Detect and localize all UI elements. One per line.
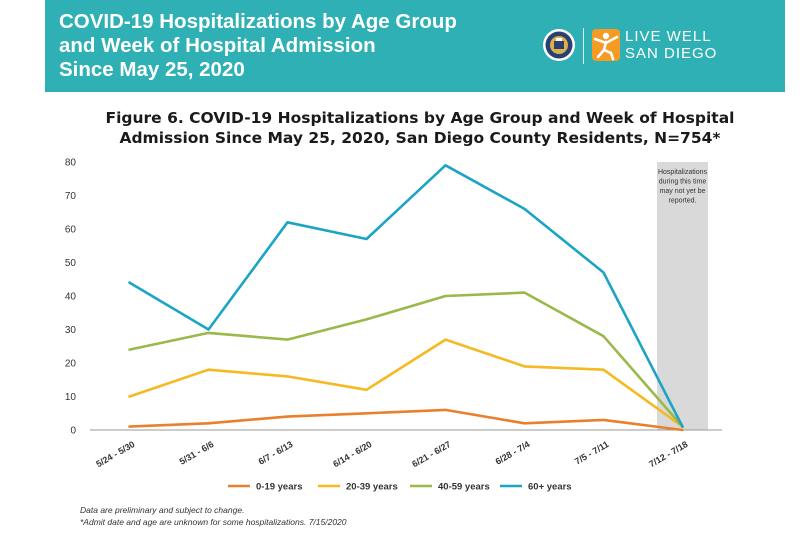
data-point	[286, 415, 289, 418]
logo-line-2: SAN DIEGO	[625, 45, 718, 62]
data-point	[365, 412, 368, 415]
series-line	[128, 338, 684, 428]
data-point	[365, 389, 368, 391]
data-point	[602, 335, 605, 338]
legend-label: 20-39 years	[346, 482, 398, 493]
shade-note-line: reported.	[668, 198, 696, 205]
data-point	[681, 425, 684, 428]
shade-note-line: Hospitalizations	[658, 169, 708, 176]
y-tick-label: 70	[65, 191, 77, 202]
data-point	[444, 338, 447, 341]
figure-title: Figure 6. COVID-19 Hospitalizations by A…	[60, 108, 780, 148]
legend-label: 0-19 years	[256, 482, 302, 493]
data-point	[207, 368, 210, 371]
shade-note-line: may not yet be	[660, 188, 706, 195]
data-point	[128, 395, 131, 398]
x-tick-label: 5/24 - 5/30	[94, 439, 136, 469]
data-point	[207, 328, 210, 331]
footnote-preliminary: Data are preliminary and subject to chan…	[80, 505, 245, 515]
figure-title-line: Admission Since May 25, 2020, San Diego …	[119, 129, 721, 147]
data-point	[602, 368, 605, 371]
banner-title: COVID-19 Hospitalizations by Age Group a…	[59, 10, 457, 82]
data-point	[207, 422, 210, 425]
y-tick-label: 10	[65, 392, 77, 403]
data-point	[444, 409, 447, 411]
data-point	[602, 419, 605, 421]
data-point	[286, 221, 289, 224]
banner-title-line: Since May 25, 2020	[59, 58, 245, 81]
county-seal-logo	[543, 29, 575, 61]
legend-label: 40-59 years	[438, 482, 490, 493]
data-point	[286, 338, 289, 341]
banner-title-line: and Week of Hospital Admission	[59, 34, 376, 57]
banner-title-line: COVID-19 Hospitalizations by Age Group	[59, 10, 457, 33]
series-line	[128, 291, 684, 428]
x-tick-label: 6/21 - 6/27	[410, 439, 452, 469]
x-tick-label: 7/12 - 7/18	[647, 439, 689, 469]
x-tick-label: 7/5 - 7/11	[573, 439, 611, 466]
x-tick-label: 6/7 - 6/13	[257, 439, 295, 467]
logo-divider	[583, 28, 584, 64]
live-well-logo-text: LIVE WELL SAN DIEGO	[625, 28, 717, 62]
series-line	[128, 164, 684, 428]
y-tick-label: 60	[65, 225, 77, 236]
data-point	[523, 422, 526, 425]
data-point	[365, 318, 368, 321]
x-tick-label: 6/14 - 6/20	[331, 439, 373, 469]
data-point	[444, 164, 447, 167]
y-tick-label: 30	[65, 325, 77, 336]
data-point	[602, 271, 605, 274]
data-point	[365, 238, 368, 240]
data-point	[286, 375, 289, 378]
x-tick-label: 6/28 - 7/4	[494, 439, 532, 467]
data-point	[444, 295, 447, 297]
data-point	[207, 332, 210, 334]
data-point	[681, 429, 684, 431]
y-tick-label: 50	[65, 258, 77, 269]
data-point	[523, 291, 526, 294]
series-line	[128, 408, 684, 432]
data-point	[523, 365, 526, 368]
y-tick-label: 0	[70, 426, 76, 437]
incomplete-data-shading	[657, 162, 708, 430]
y-tick-label: 40	[65, 292, 77, 303]
shade-note-line: during this time	[659, 179, 707, 186]
data-point	[128, 348, 131, 351]
footnote-admit-date: *Admit date and age are unknown for some…	[80, 517, 347, 527]
data-point	[128, 425, 131, 428]
logo-line-1: LIVE WELL	[625, 28, 712, 45]
figure-title-line: Figure 6. COVID-19 Hospitalizations by A…	[105, 109, 735, 127]
data-point	[523, 208, 526, 210]
legend-label: 60+ years	[528, 482, 572, 493]
data-point	[128, 281, 131, 284]
y-tick-label: 80	[65, 158, 77, 169]
live-well-figure-icon	[592, 29, 620, 61]
x-tick-label: 5/31 - 6/6	[178, 439, 216, 467]
header-banner: COVID-19 Hospitalizations by Age Group a…	[45, 0, 785, 92]
y-tick-label: 20	[65, 359, 77, 370]
